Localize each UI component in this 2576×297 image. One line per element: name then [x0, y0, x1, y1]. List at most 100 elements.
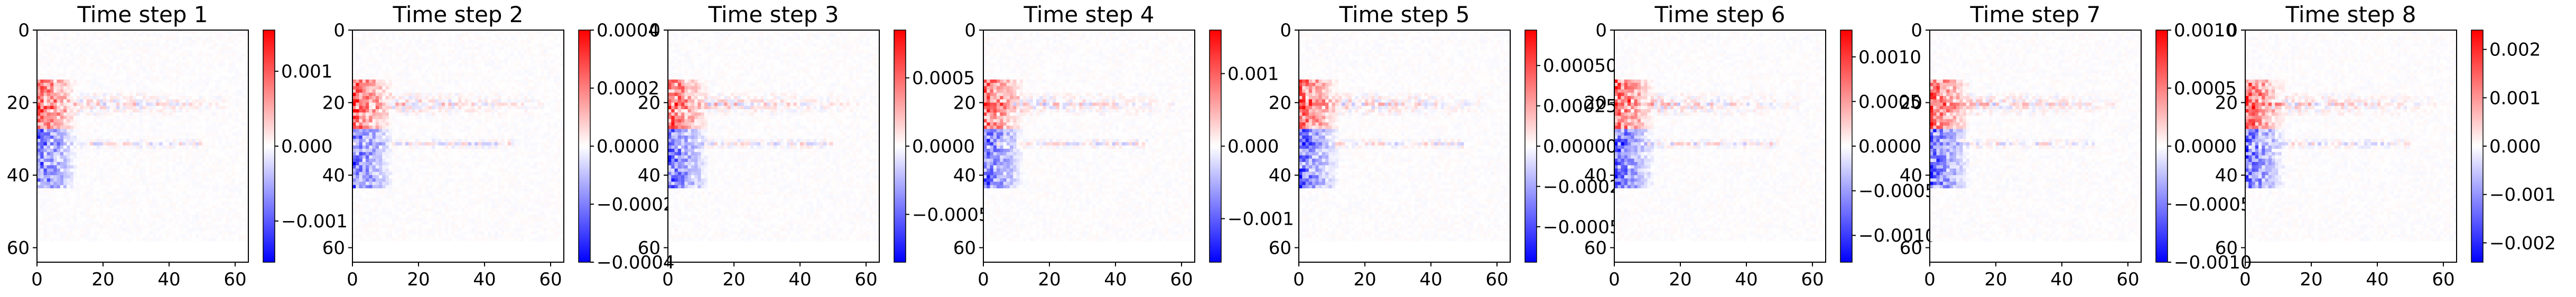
heatmap-cell: [116, 56, 120, 60]
heatmap-cell: [206, 139, 209, 142]
heatmap-cell: [83, 43, 87, 47]
heatmap-cell: [116, 175, 120, 179]
heatmap-cell: [93, 182, 97, 186]
heatmap-cell: [60, 146, 64, 149]
heatmap-cell: [182, 96, 186, 100]
heatmap-cell: [123, 43, 127, 47]
heatmap-cell: [232, 178, 236, 182]
heatmap-cell: [53, 175, 57, 179]
heatmap-cell: [110, 103, 114, 107]
heatmap-cell: [73, 66, 77, 70]
heatmap-cell: [83, 37, 87, 41]
heatmap-cell: [235, 165, 239, 169]
heatmap-cell: [199, 53, 202, 57]
heatmap-cell: [53, 96, 57, 100]
heatmap-cell: [196, 126, 199, 129]
heatmap-cell: [172, 86, 176, 90]
heatmap-cell: [80, 178, 83, 182]
heatmap-cell: [136, 43, 140, 47]
heatmap-cell: [219, 33, 222, 37]
heatmap-cell: [100, 205, 104, 208]
heatmap-cell: [235, 156, 239, 159]
heatmap-cell: [238, 112, 242, 116]
heatmap-cell: [40, 73, 44, 76]
heatmap-cell: [166, 159, 170, 162]
heatmap-cell: [169, 162, 173, 166]
heatmap-cell: [63, 149, 67, 152]
heatmap-cell: [242, 202, 246, 205]
heatmap-cell: [119, 202, 123, 205]
heatmap-cell: [70, 129, 74, 133]
heatmap-cell: [63, 112, 67, 116]
heatmap-cell: [189, 99, 193, 103]
heatmap-cell: [146, 76, 150, 80]
heatmap-cell: [172, 142, 176, 146]
heatmap-cell: [159, 109, 163, 113]
heatmap-cell: [182, 139, 186, 142]
heatmap-cell: [150, 139, 153, 142]
heatmap-cell: [119, 162, 123, 166]
heatmap-cell: [133, 99, 136, 103]
heatmap-cell: [206, 109, 209, 113]
heatmap-cell: [192, 40, 196, 44]
heatmap-cell: [93, 162, 97, 166]
heatmap-cell: [136, 126, 140, 129]
heatmap-cell: [212, 112, 216, 116]
heatmap-cell: [232, 191, 236, 195]
heatmap-cell: [143, 132, 146, 136]
heatmap-cell: [219, 63, 222, 67]
heatmap-cell: [50, 116, 54, 120]
heatmap-cell: [150, 90, 153, 93]
heatmap-cell: [100, 165, 104, 169]
heatmap-cell: [106, 182, 110, 186]
heatmap-cell: [153, 169, 156, 173]
heatmap-cell: [229, 139, 233, 142]
heatmap-cell: [60, 53, 64, 57]
heatmap-cell: [73, 96, 77, 100]
heatmap-cell: [83, 172, 87, 176]
heatmap-cell: [60, 116, 64, 120]
heatmap-cell: [100, 37, 104, 41]
heatmap-cell: [146, 83, 150, 87]
heatmap-cell: [156, 122, 160, 126]
heatmap-cell: [153, 106, 156, 110]
heatmap-cell: [206, 178, 209, 182]
heatmap-cell: [50, 165, 54, 169]
heatmap-cell: [225, 112, 229, 116]
heatmap-cell: [97, 191, 100, 195]
heatmap-cell: [146, 202, 150, 205]
heatmap-cell: [77, 198, 80, 202]
heatmap-cell: [232, 86, 236, 90]
heatmap-cell: [163, 205, 166, 208]
heatmap-cell: [116, 86, 120, 90]
heatmap-cell: [100, 90, 104, 93]
heatmap-cell: [93, 169, 97, 173]
heatmap-cell: [185, 202, 189, 205]
heatmap-cell: [133, 96, 136, 100]
heatmap-cell: [150, 169, 153, 173]
heatmap-cell: [97, 112, 100, 116]
heatmap-cell: [216, 202, 219, 205]
heatmap-cell: [166, 162, 170, 166]
heatmap-cell: [169, 185, 173, 189]
heatmap-cell: [159, 46, 163, 50]
heatmap-cell: [206, 112, 209, 116]
heatmap-cell: [159, 73, 163, 76]
heatmap-cell: [40, 86, 44, 90]
heatmap-cell: [172, 162, 176, 166]
heatmap-cell: [119, 142, 123, 146]
heatmap-cell: [176, 40, 180, 44]
heatmap-cell: [67, 93, 70, 97]
heatmap-cell: [238, 73, 242, 76]
heatmap-cell: [87, 162, 90, 166]
heatmap-cell: [67, 66, 70, 70]
heatmap-cell: [202, 119, 206, 123]
heatmap-cell: [222, 122, 226, 126]
heatmap-cell: [116, 122, 120, 126]
heatmap-cell: [212, 132, 216, 136]
heatmap-cell: [202, 70, 206, 73]
heatmap-cell: [143, 112, 146, 116]
heatmap-cell: [146, 86, 150, 90]
heatmap-cell: [63, 90, 67, 93]
heatmap-cell: [163, 109, 166, 113]
